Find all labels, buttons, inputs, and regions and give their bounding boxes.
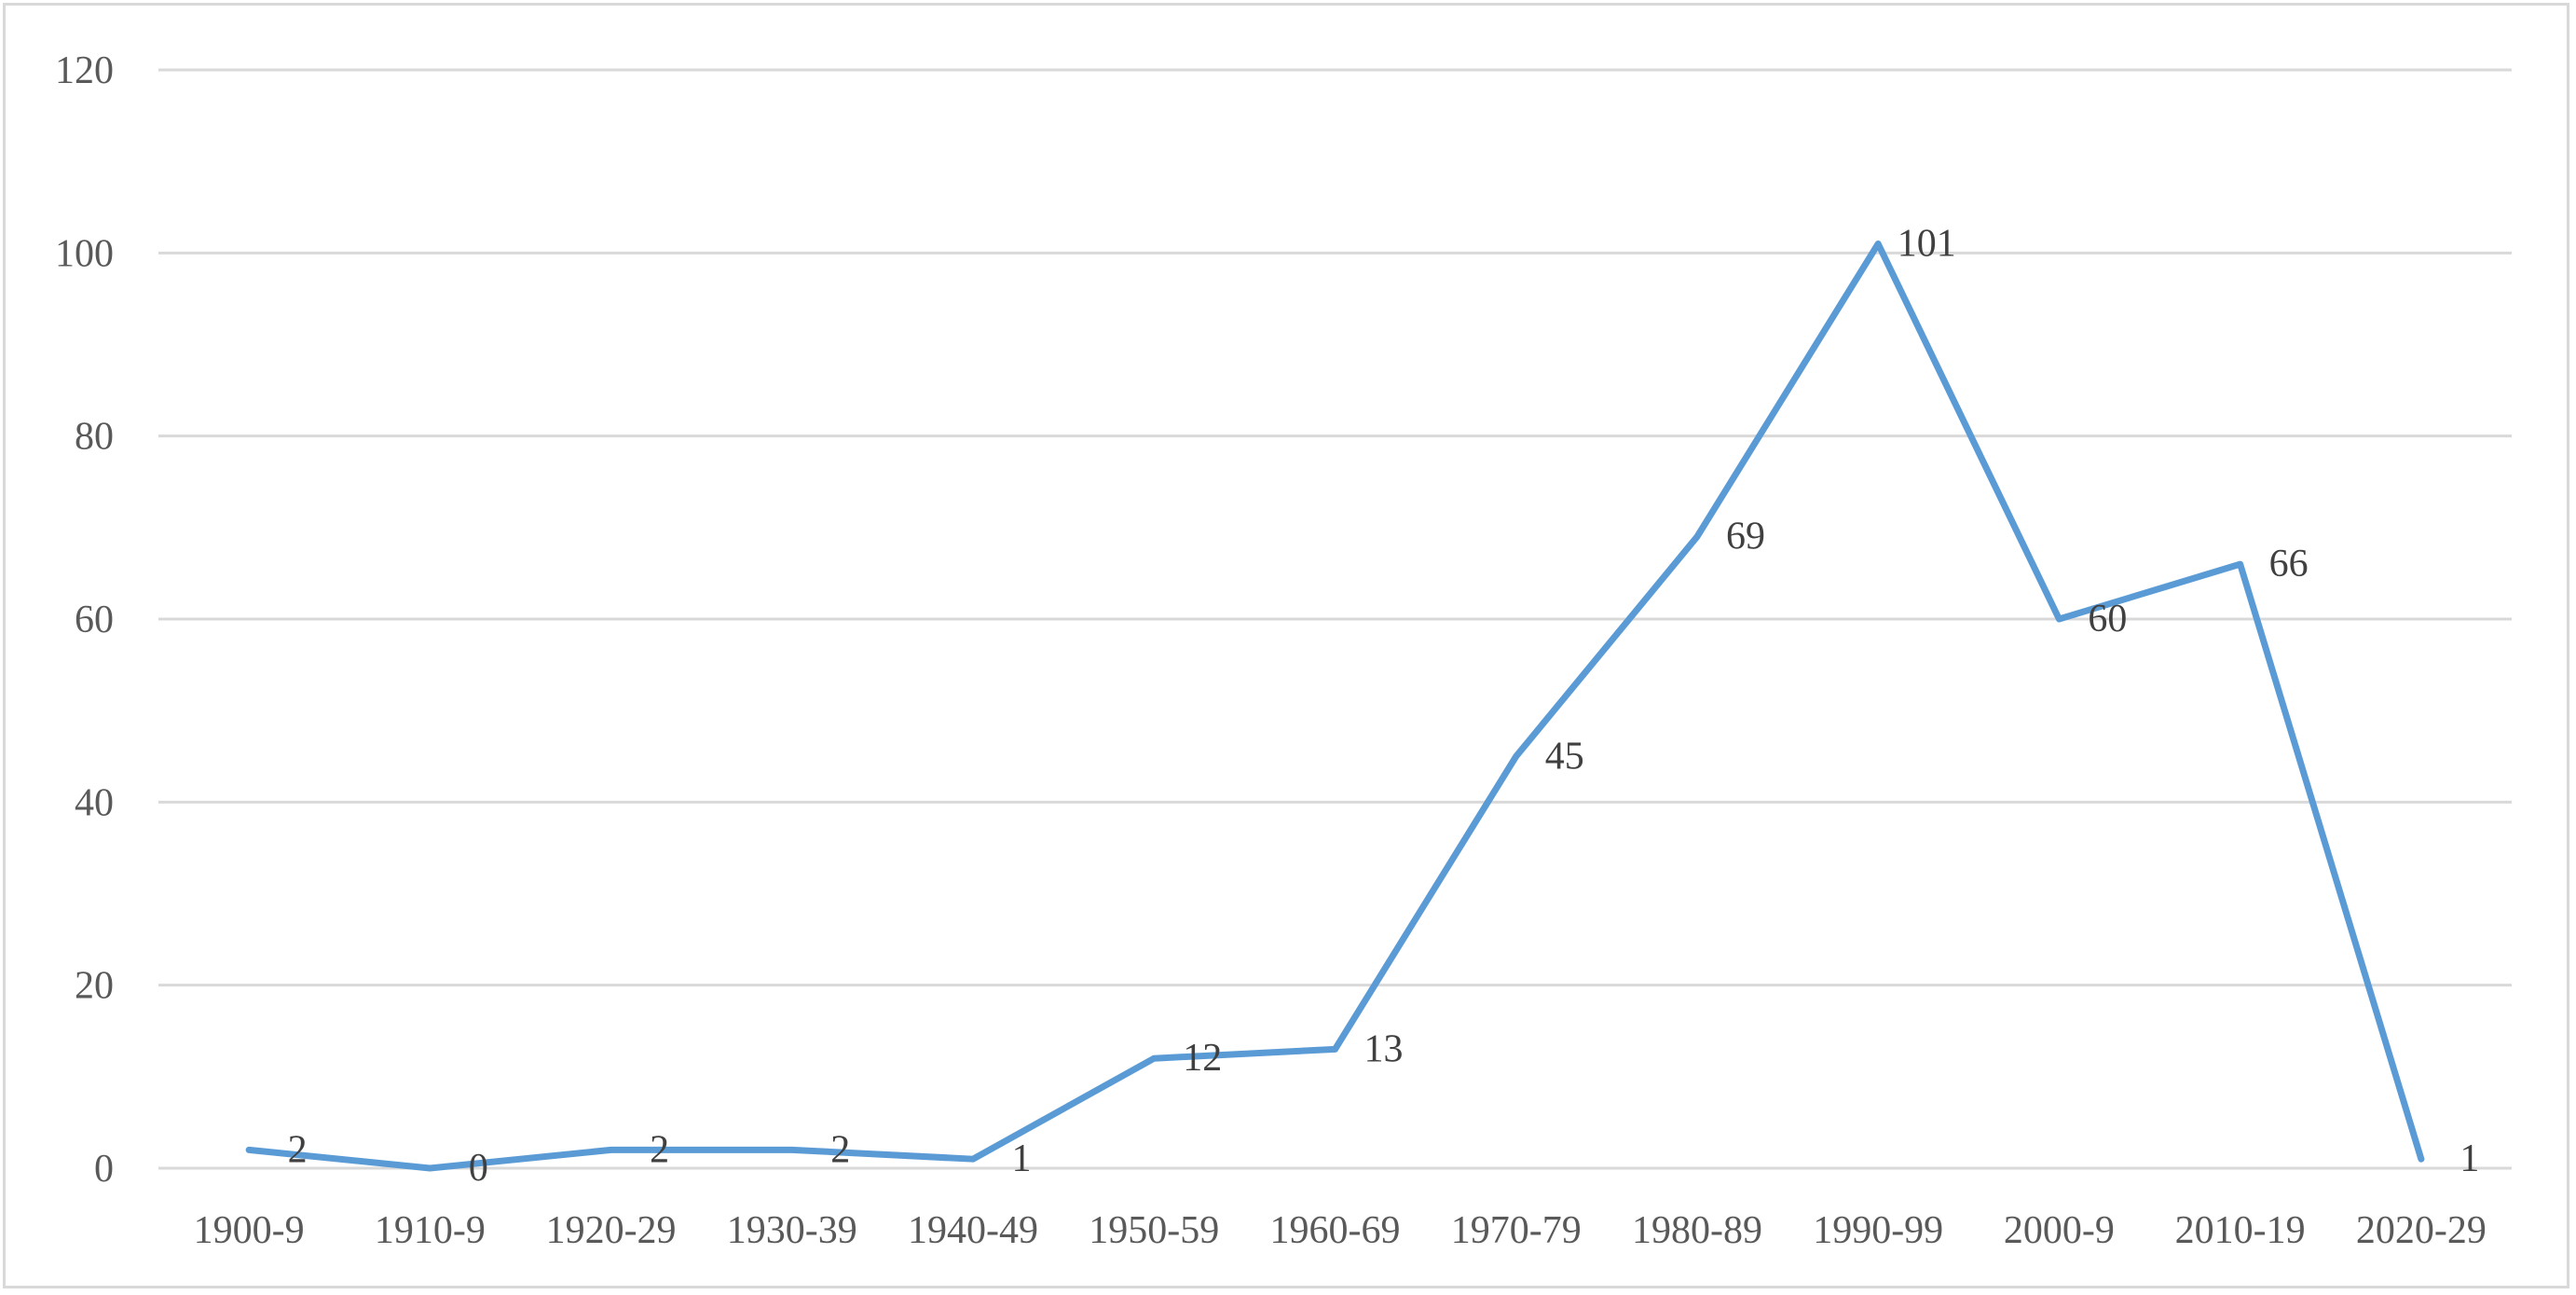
chart-frame bbox=[3, 3, 2569, 1288]
data-label: 1 bbox=[1012, 1137, 1032, 1180]
y-axis-tick-labels: 0 20 40 60 80 100 120 bbox=[55, 49, 114, 1191]
data-point bbox=[246, 1147, 253, 1153]
x-tick-label: 1910-9 bbox=[375, 1209, 486, 1252]
data-label: 2 bbox=[830, 1128, 850, 1171]
data-point bbox=[1332, 1046, 1338, 1053]
x-tick-label: 1930-39 bbox=[727, 1209, 857, 1252]
x-tick-label: 1920-29 bbox=[546, 1209, 677, 1252]
data-label: 45 bbox=[1545, 735, 1584, 778]
x-tick-label: 1990-99 bbox=[1813, 1209, 1943, 1252]
data-point bbox=[970, 1156, 977, 1163]
data-label: 13 bbox=[1364, 1027, 1404, 1070]
data-point bbox=[608, 1147, 614, 1153]
data-label: 101 bbox=[1898, 223, 1956, 266]
y-tick-label: 20 bbox=[75, 965, 114, 1008]
x-tick-label: 2010-19 bbox=[2175, 1209, 2306, 1252]
x-tick-label: 1950-59 bbox=[1089, 1209, 1219, 1252]
data-label: 12 bbox=[1183, 1037, 1222, 1080]
x-tick-label: 2020-29 bbox=[2356, 1209, 2487, 1252]
y-tick-label: 80 bbox=[75, 416, 114, 459]
gridlines bbox=[158, 68, 2512, 1170]
x-axis-tick-labels: 1900-9 1910-9 1920-29 1930-39 1940-49 1950-59… bbox=[194, 1209, 2487, 1252]
data-labels: 2 0 2 2 1 12 13 45 69 101 60 66 1 bbox=[288, 223, 2480, 1190]
data-point bbox=[1151, 1055, 1158, 1062]
x-tick-label: 2000-9 bbox=[2004, 1209, 2115, 1252]
y-tick-label: 100 bbox=[55, 232, 114, 275]
y-tick-label: 40 bbox=[75, 781, 114, 824]
series-layer bbox=[245, 241, 2425, 1172]
y-tick-label: 60 bbox=[75, 599, 114, 641]
y-tick-label: 120 bbox=[55, 49, 114, 92]
data-points bbox=[246, 241, 2424, 1171]
data-point bbox=[427, 1165, 433, 1171]
x-tick-label: 1940-49 bbox=[908, 1209, 1038, 1252]
data-label: 1 bbox=[2460, 1137, 2479, 1180]
data-point bbox=[2056, 616, 2062, 622]
x-tick-label: 1960-69 bbox=[1270, 1209, 1401, 1252]
data-label: 60 bbox=[2088, 598, 2127, 641]
data-point bbox=[1693, 533, 1700, 540]
data-label: 66 bbox=[2269, 543, 2309, 586]
y-tick-label: 0 bbox=[94, 1148, 114, 1191]
data-label: 2 bbox=[650, 1128, 669, 1171]
data-point bbox=[788, 1147, 795, 1153]
data-label: 2 bbox=[288, 1128, 308, 1171]
data-label: 69 bbox=[1726, 516, 1765, 558]
data-label: 0 bbox=[469, 1147, 488, 1190]
data-point bbox=[2237, 561, 2243, 568]
x-tick-label: 1900-9 bbox=[194, 1209, 305, 1252]
data-point bbox=[1513, 753, 1519, 760]
x-tick-label: 1980-89 bbox=[1632, 1209, 1762, 1252]
series-line bbox=[245, 241, 2425, 1172]
data-point bbox=[1875, 241, 1882, 247]
data-point bbox=[2418, 1156, 2424, 1163]
x-tick-label: 1970-79 bbox=[1451, 1209, 1582, 1252]
